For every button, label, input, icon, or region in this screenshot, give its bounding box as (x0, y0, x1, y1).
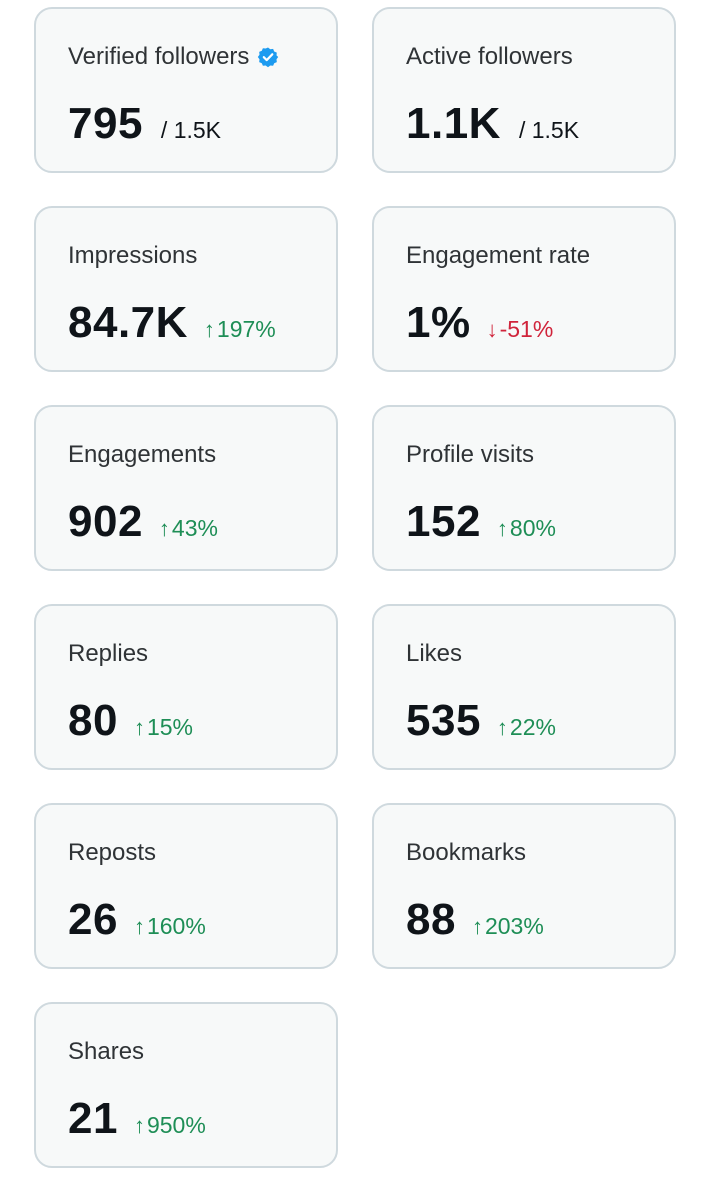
card-title: Bookmarks (406, 839, 526, 867)
card-title-text: Verified followers (68, 43, 250, 70)
card-value: 80 (68, 696, 118, 745)
change-value: 80% (509, 515, 556, 541)
change-indicator: ↑ 197% (204, 316, 276, 343)
change-indicator: ↑ 203% (472, 913, 544, 940)
verified-badge-icon (257, 46, 279, 68)
card-title: Replies (68, 640, 148, 668)
card-value-row: 795 / 1.5K (68, 99, 221, 149)
card-replies[interactable]: Replies 80 ↑ 15% (34, 604, 338, 770)
change-value: -51% (499, 316, 554, 342)
card-title: Shares (68, 1038, 144, 1066)
card-value: 26 (68, 895, 118, 944)
card-value: 88 (406, 895, 456, 944)
arrow-down-icon: ↓ (486, 317, 498, 342)
arrow-up-icon: ↑ (133, 914, 145, 939)
card-value-row: 535 ↑ 22% (406, 696, 556, 746)
card-bookmarks[interactable]: Bookmarks 88 ↑ 203% (372, 803, 676, 969)
card-value: 795 (68, 99, 143, 148)
card-value-row: 84.7K ↑ 197% (68, 298, 276, 348)
card-title: Verified followers (68, 43, 279, 71)
card-value: 1.1K (406, 99, 501, 148)
card-total: / 1.5K (160, 117, 222, 143)
change-value: 15% (146, 714, 193, 740)
card-title-text: Likes (406, 640, 463, 667)
arrow-up-icon: ↑ (471, 914, 483, 939)
card-title-text: Shares (68, 1038, 145, 1065)
card-title: Engagement rate (406, 242, 590, 270)
card-value-row: 88 ↑ 203% (406, 895, 544, 945)
card-value: 84.7K (68, 298, 188, 347)
card-title: Active followers (406, 43, 573, 71)
card-value-row: 152 ↑ 80% (406, 497, 556, 547)
card-title: Impressions (68, 242, 197, 270)
card-value: 1% (406, 298, 471, 347)
card-title: Reposts (68, 839, 156, 867)
card-verified-followers[interactable]: Verified followers 795 / 1.5K (34, 7, 338, 173)
card-value: 21 (68, 1094, 118, 1143)
card-title-text: Reposts (68, 839, 157, 866)
arrow-up-icon: ↑ (133, 715, 145, 740)
card-impressions[interactable]: Impressions 84.7K ↑ 197% (34, 206, 338, 372)
card-title-text: Engagement rate (406, 242, 591, 269)
card-value-row: 1.1K / 1.5K (406, 99, 579, 149)
card-value: 152 (406, 497, 481, 546)
metrics-grid: Verified followers 795 / 1.5K Active fol… (34, 7, 676, 1168)
change-value: 43% (171, 515, 218, 541)
card-title-text: Replies (68, 640, 149, 667)
card-value-row: 26 ↑ 160% (68, 895, 206, 945)
change-indicator: ↓ -51% (487, 316, 554, 343)
change-value: 197% (216, 316, 276, 342)
card-title: Likes (406, 640, 462, 668)
change-value: 22% (509, 714, 556, 740)
card-engagement-rate[interactable]: Engagement rate 1% ↓ -51% (372, 206, 676, 372)
card-title-text: Active followers (406, 43, 573, 70)
card-title-text: Engagements (68, 441, 217, 468)
change-indicator: ↑ 22% (497, 714, 556, 741)
card-shares[interactable]: Shares 21 ↑ 950% (34, 1002, 338, 1168)
card-value: 902 (68, 497, 143, 546)
arrow-up-icon: ↑ (203, 317, 215, 342)
arrow-up-icon: ↑ (496, 715, 508, 740)
card-value: 535 (406, 696, 481, 745)
card-value-row: 1% ↓ -51% (406, 298, 553, 348)
card-value-row: 902 ↑ 43% (68, 497, 218, 547)
card-profile-visits[interactable]: Profile visits 152 ↑ 80% (372, 405, 676, 571)
card-engagements[interactable]: Engagements 902 ↑ 43% (34, 405, 338, 571)
change-indicator: ↑ 80% (497, 515, 556, 542)
card-title: Profile visits (406, 441, 534, 469)
change-indicator: ↑ 15% (134, 714, 193, 741)
arrow-up-icon: ↑ (133, 1113, 145, 1138)
card-value-row: 21 ↑ 950% (68, 1094, 206, 1144)
arrow-up-icon: ↑ (496, 516, 508, 541)
change-value: 203% (484, 913, 544, 939)
card-title-text: Bookmarks (406, 839, 527, 866)
change-indicator: ↑ 160% (134, 913, 206, 940)
change-indicator: ↑ 43% (159, 515, 218, 542)
card-title: Engagements (68, 441, 216, 469)
card-total: / 1.5K (518, 117, 580, 143)
card-likes[interactable]: Likes 535 ↑ 22% (372, 604, 676, 770)
card-active-followers[interactable]: Active followers 1.1K / 1.5K (372, 7, 676, 173)
card-title-text: Profile visits (406, 441, 535, 468)
change-indicator: ↑ 950% (134, 1112, 206, 1139)
change-value: 160% (146, 913, 206, 939)
arrow-up-icon: ↑ (158, 516, 170, 541)
change-value: 950% (146, 1112, 206, 1138)
card-reposts[interactable]: Reposts 26 ↑ 160% (34, 803, 338, 969)
card-title-text: Impressions (68, 242, 198, 269)
card-value-row: 80 ↑ 15% (68, 696, 193, 746)
